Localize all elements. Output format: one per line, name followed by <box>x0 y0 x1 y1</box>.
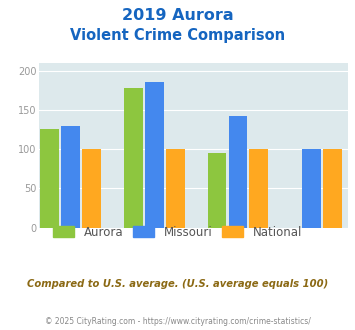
Text: Compared to U.S. average. (U.S. average equals 100): Compared to U.S. average. (U.S. average … <box>27 279 328 289</box>
Bar <box>61 125 80 228</box>
Bar <box>302 149 321 228</box>
Bar <box>124 88 143 228</box>
Bar <box>229 116 247 228</box>
Bar <box>250 149 268 228</box>
Text: 2019 Aurora: 2019 Aurora <box>122 8 233 23</box>
Text: © 2025 CityRating.com - https://www.cityrating.com/crime-statistics/: © 2025 CityRating.com - https://www.city… <box>45 317 310 326</box>
Bar <box>208 153 226 228</box>
Bar <box>145 82 164 228</box>
Text: Violent Crime Comparison: Violent Crime Comparison <box>70 28 285 43</box>
Legend: Aurora, Missouri, National: Aurora, Missouri, National <box>48 221 307 243</box>
Bar <box>40 129 59 228</box>
Bar <box>323 149 342 228</box>
Bar <box>166 149 185 228</box>
Bar <box>82 149 101 228</box>
